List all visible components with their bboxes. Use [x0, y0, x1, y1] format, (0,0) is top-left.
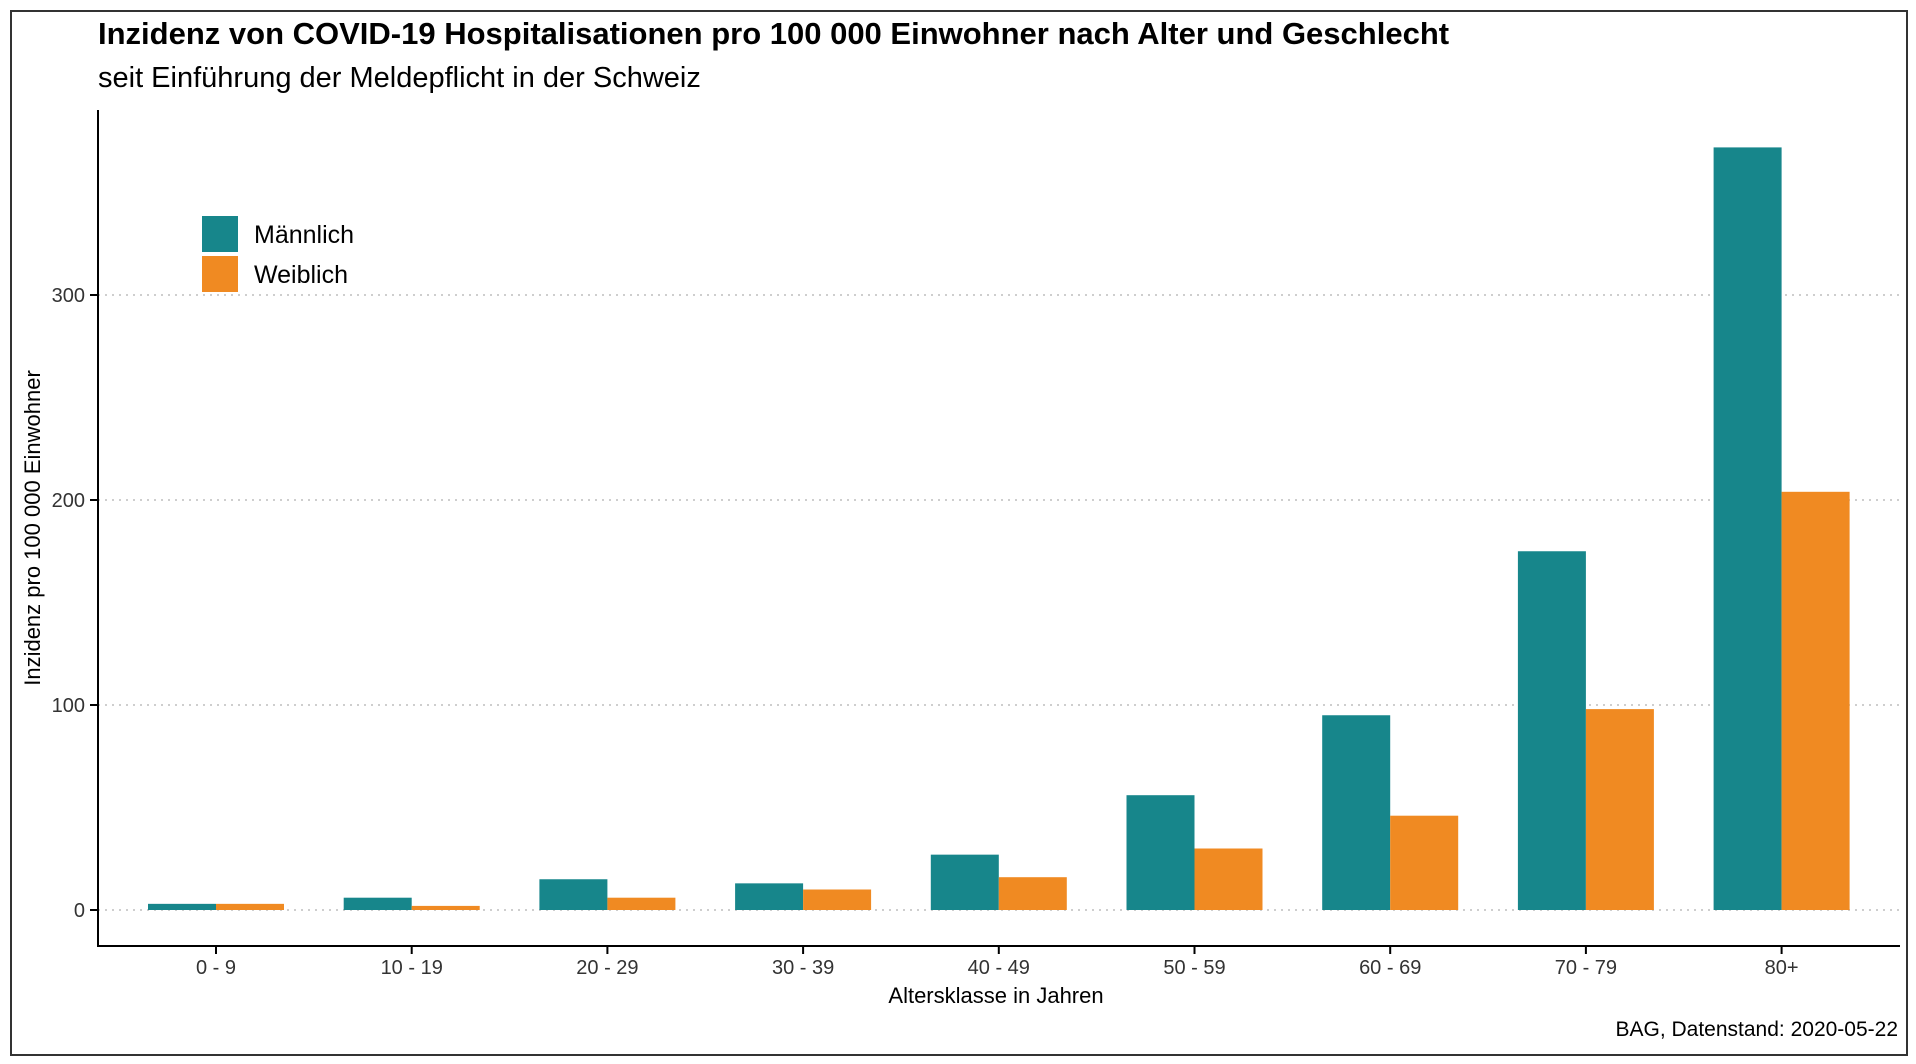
- x-tick-label: 20 - 29: [576, 957, 638, 979]
- chart-title: Inzidenz von COVID-19 Hospitalisationen …: [98, 16, 1450, 51]
- bar-weiblich: [216, 903, 284, 910]
- bar-weiblich: [1585, 709, 1654, 910]
- x-tick-label: 0 - 9: [196, 957, 236, 979]
- bar-maennlich: [930, 854, 999, 910]
- legend-swatch: [202, 216, 238, 252]
- y-axis-ticks: 0 100 200 300: [52, 285, 98, 922]
- x-axis-ticks: 0 - 9 10 - 19 20 - 29 30 - 39 40 - 49 50 - 59…: [196, 946, 1799, 979]
- x-tick-label: 10 - 19: [381, 957, 443, 979]
- x-tick-label: 70 - 79: [1555, 957, 1617, 979]
- bar-weiblich: [1781, 491, 1850, 910]
- x-tick-label: 60 - 69: [1359, 957, 1421, 979]
- bar-weiblich: [1194, 848, 1263, 910]
- bar-maennlich: [343, 897, 412, 910]
- x-tick-label: 30 - 39: [772, 957, 834, 979]
- legend-label: Weiblich: [254, 261, 348, 289]
- bar-weiblich: [411, 905, 480, 910]
- bar-maennlich: [1126, 795, 1195, 910]
- bar-maennlich: [1322, 715, 1391, 910]
- bar-maennlich: [1713, 147, 1782, 910]
- y-axis-label: Inzidenz pro 100 000 Einwohner: [20, 370, 45, 686]
- x-tick-label: 40 - 49: [968, 957, 1030, 979]
- legend-label: Männlich: [254, 221, 354, 249]
- bars: [148, 147, 1850, 910]
- chart-subtitle: seit Einführung der Meldepflicht in der …: [98, 62, 701, 94]
- y-tick-label: 300: [52, 285, 85, 307]
- bar-weiblich: [607, 897, 676, 910]
- x-axis-label: Altersklasse in Jahren: [888, 983, 1103, 1008]
- bar-maennlich: [148, 903, 216, 910]
- x-tick-label: 50 - 59: [1163, 957, 1225, 979]
- bar-weiblich: [803, 889, 872, 910]
- legend: Männlich Weiblich: [202, 216, 354, 292]
- y-tick-label: 200: [52, 490, 85, 512]
- bar-maennlich: [735, 883, 804, 910]
- x-tick-label: 80+: [1765, 957, 1799, 979]
- source-caption: BAG, Datenstand: 2020-05-22: [1615, 1018, 1898, 1041]
- bar-maennlich: [539, 879, 608, 910]
- bar-weiblich: [998, 877, 1067, 910]
- bar-weiblich: [1390, 815, 1459, 910]
- y-tick-label: 0: [74, 900, 85, 922]
- legend-swatch: [202, 256, 238, 292]
- bar-maennlich: [1517, 551, 1586, 910]
- y-tick-label: 100: [52, 695, 85, 717]
- chart-frame: [10, 10, 1908, 1056]
